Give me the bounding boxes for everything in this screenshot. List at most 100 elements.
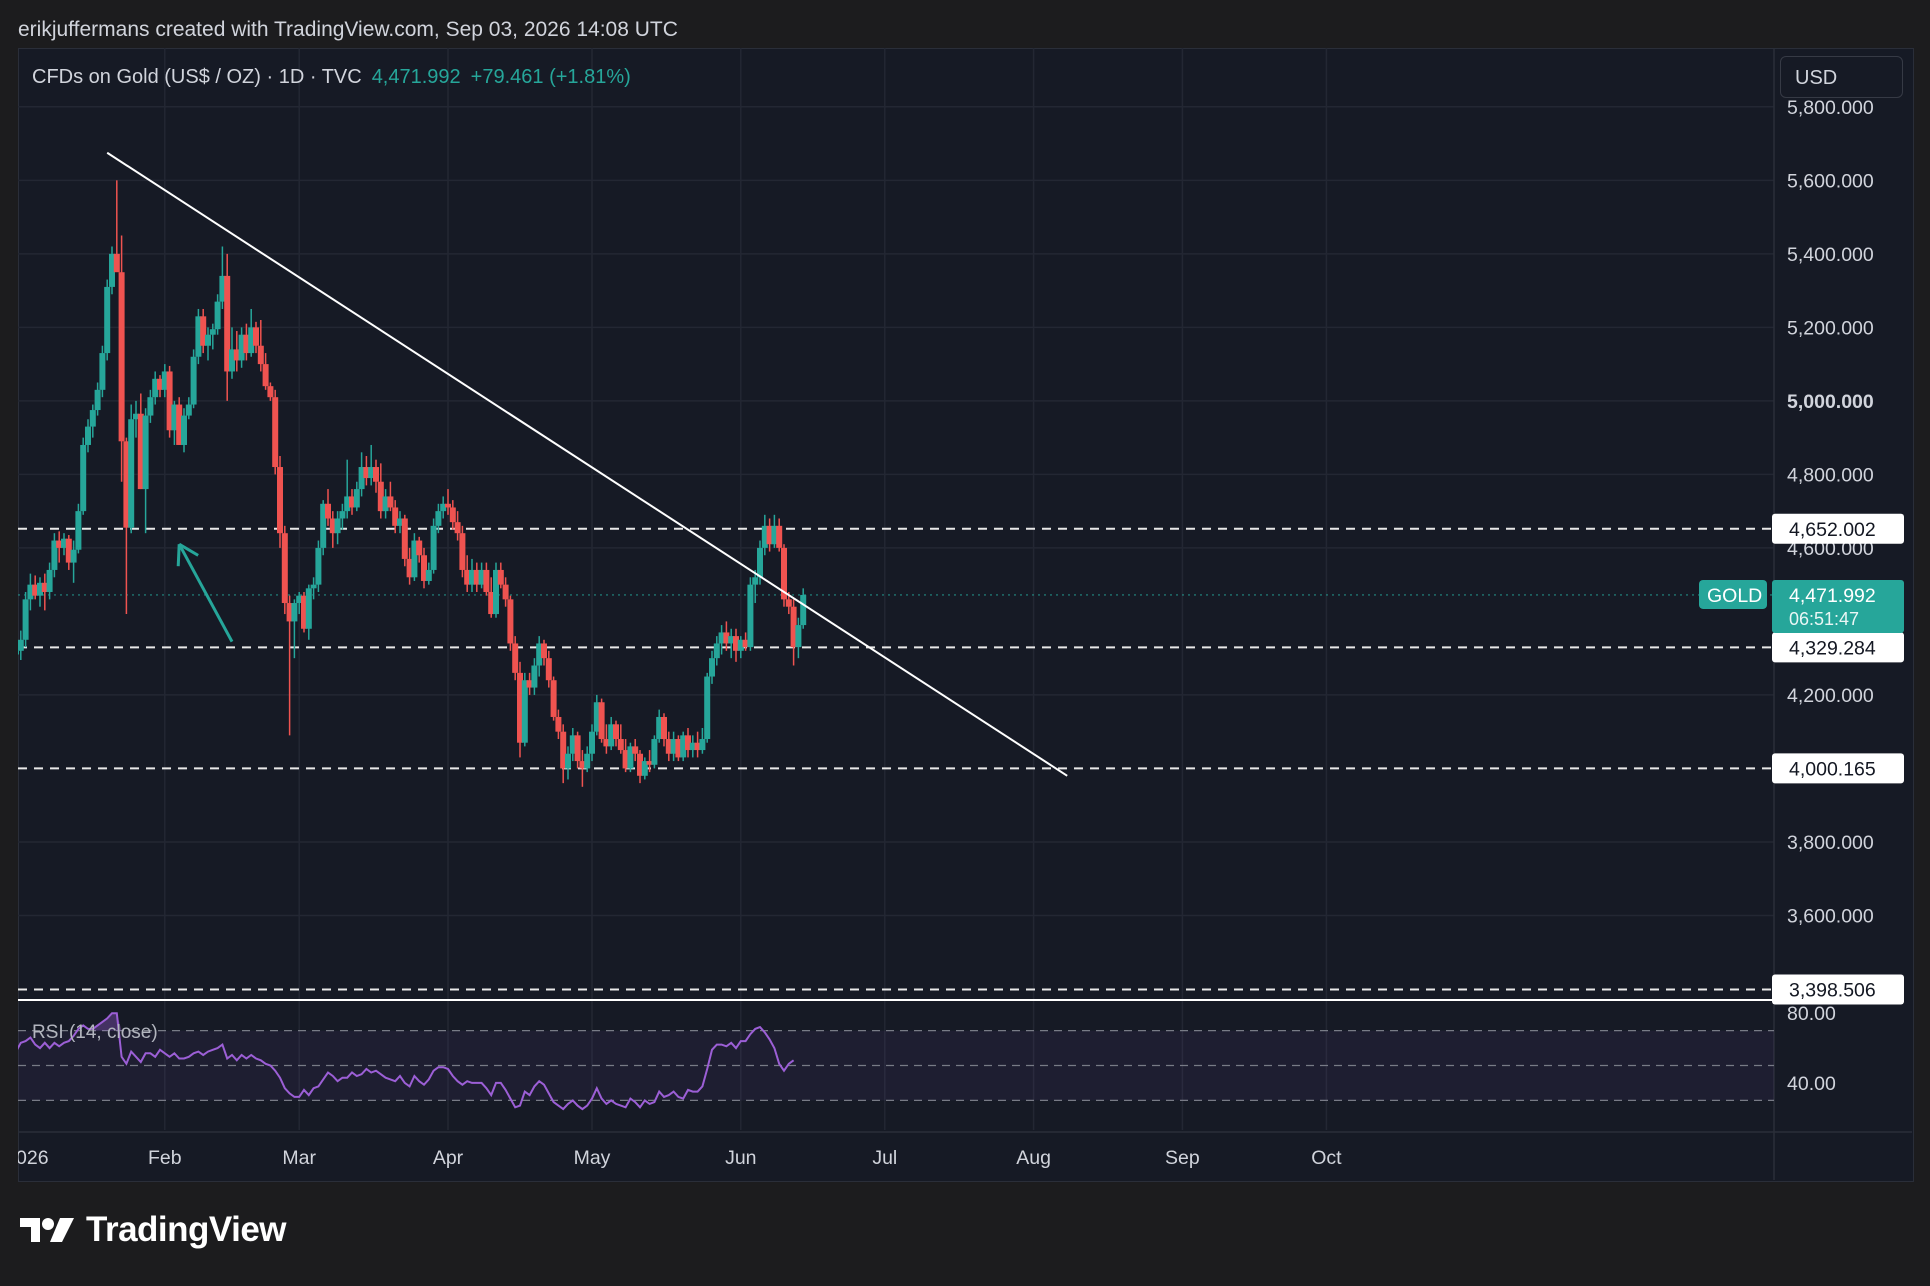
price-axis[interactable]: 3,600.0003,800.0004,200.0004,600.0004,80… (1699, 97, 1904, 1095)
candle (560, 724, 567, 784)
candle-body (349, 496, 355, 508)
candle (416, 536, 423, 563)
candle-body (80, 444, 87, 512)
ticker-badge[interactable] (1699, 579, 1767, 609)
time-axis[interactable]: 026 Feb Mar Apr May Jun Jul Aug Sep Oct (18, 1147, 1342, 1169)
candle-body (747, 584, 754, 648)
candle (411, 533, 418, 581)
candle (99, 345, 106, 398)
annotation-arrow-shaft[interactable] (177, 543, 234, 643)
candle-body (152, 378, 159, 398)
annotation-arrow-head[interactable] (176, 544, 181, 567)
candle (694, 731, 701, 758)
candle (18, 630, 24, 660)
chart-canvas[interactable]: 3,600.0003,800.0004,200.0004,600.0004,80… (18, 48, 1912, 1180)
candle (296, 592, 303, 615)
candle (75, 503, 82, 554)
candle-body (32, 584, 39, 596)
candle (358, 452, 365, 497)
candle (598, 698, 605, 743)
candle (800, 588, 807, 629)
level-badge[interactable] (1772, 632, 1904, 663)
candle-body (166, 371, 173, 431)
candle (704, 672, 711, 743)
candle (344, 459, 351, 519)
candle-body (689, 742, 696, 751)
time-tick-label: May (574, 1147, 611, 1169)
candle-body (123, 441, 130, 528)
candle (152, 371, 159, 405)
candle (665, 731, 672, 762)
trendline[interactable] (106, 151, 1068, 777)
candle (569, 728, 576, 762)
candle-body (286, 603, 293, 622)
candle-body (181, 415, 187, 445)
price-tick-label: 5,800.000 (1787, 97, 1874, 119)
candle-body (195, 316, 202, 357)
candle (377, 463, 384, 519)
candle (51, 533, 58, 578)
candle-body (733, 636, 739, 651)
annotation-arrow-head[interactable] (178, 542, 199, 557)
chart-drawings[interactable] (106, 151, 1068, 777)
candle (675, 735, 682, 762)
grid (18, 48, 1912, 1180)
rsi-legend[interactable]: RSI (14, close) (32, 1022, 158, 1043)
candle-body (785, 599, 792, 607)
candle-body (416, 540, 423, 556)
candle-body (694, 742, 701, 751)
candle (425, 562, 432, 585)
candle (622, 739, 629, 773)
candle-body (320, 503, 327, 548)
candle-body (387, 496, 394, 508)
support-resistance-levels (18, 527, 1774, 991)
candle (181, 408, 187, 453)
symbol-legend[interactable]: CFDs on Gold (US$ / OZ) · 1D · TVC 4,471.… (32, 66, 631, 89)
credit-text: erikjuffermans created with TradingView.… (18, 18, 678, 41)
candle (584, 746, 591, 773)
price-tick-label: 3,800.000 (1787, 832, 1874, 854)
candle (641, 757, 648, 780)
candle (147, 389, 154, 423)
candle-body (118, 272, 125, 442)
level-badge[interactable] (1772, 974, 1904, 1005)
current-price-badge[interactable] (1772, 579, 1904, 633)
candle (502, 577, 509, 607)
candle-body (185, 404, 192, 416)
candle (305, 584, 312, 640)
candle (790, 599, 797, 666)
candle (368, 444, 375, 486)
candle (680, 731, 687, 762)
candle (56, 531, 63, 563)
currency-button[interactable]: USD (1780, 56, 1903, 98)
candle-body (18, 650, 19, 655)
candle-body (675, 739, 682, 758)
candle-body (555, 716, 562, 732)
candle-body (421, 555, 427, 581)
candle (190, 349, 197, 409)
candle-body (622, 750, 629, 769)
candle-body (214, 301, 221, 330)
candle-body (229, 349, 235, 372)
level-badge[interactable] (1772, 513, 1904, 544)
candle-body (579, 761, 586, 769)
candle (89, 404, 96, 438)
candle-body (512, 643, 519, 673)
candle-body (411, 540, 418, 578)
candle-body (358, 467, 365, 490)
candle (661, 713, 667, 747)
candle (200, 308, 207, 354)
chart-frame[interactable] (18, 48, 1914, 1182)
rsi-band-fill (18, 1030, 1774, 1101)
candle (22, 592, 29, 648)
candle (37, 577, 43, 607)
level-badge[interactable] (1772, 753, 1904, 784)
tradingview-logo[interactable]: TradingView (20, 1210, 287, 1250)
candle (613, 720, 619, 747)
time-tick-label: Mar (282, 1147, 316, 1169)
candle (445, 489, 451, 515)
candle (752, 569, 759, 604)
candle (272, 389, 279, 475)
candle-body (483, 569, 490, 592)
candle-body (56, 540, 63, 548)
